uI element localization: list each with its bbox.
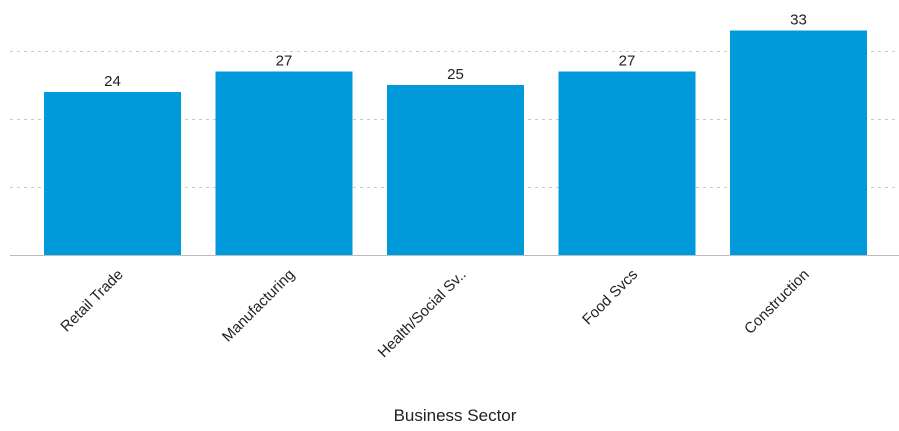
x-axis-title: Business Sector (394, 406, 517, 425)
data-labels: 24 27 25 27 33 (104, 12, 807, 90)
data-label: 25 (447, 66, 464, 83)
x-tick-label: Retail Trade (57, 266, 126, 335)
bars (44, 30, 867, 256)
bar (730, 30, 867, 255)
x-tick-label: Food Svcs (579, 266, 641, 328)
bar (215, 71, 353, 256)
bar (558, 71, 696, 256)
x-tick-label: Health/Social Sv.. (375, 266, 470, 361)
data-label: 27 (619, 52, 636, 69)
x-tick-labels: Retail Trade Manufacturing Health/Social S… (57, 266, 812, 361)
x-tick-label: Construction (741, 266, 813, 338)
bar (44, 91, 181, 255)
bar (387, 85, 524, 255)
data-label: 24 (104, 73, 121, 90)
data-label: 27 (276, 52, 293, 69)
x-tick-label: Manufacturing (219, 266, 298, 345)
data-label: 33 (790, 12, 807, 29)
